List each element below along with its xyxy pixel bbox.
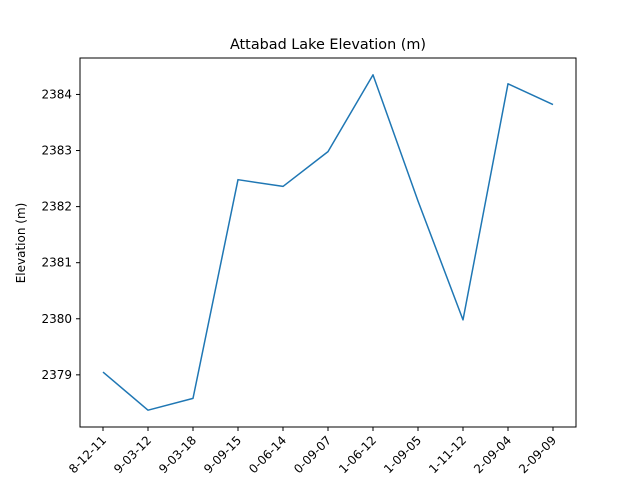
y-tick-label: 2382 xyxy=(41,200,72,214)
x-tick-label: 1-11-12 xyxy=(426,433,469,476)
y-axis-label: Elevation (m) xyxy=(14,203,28,284)
x-tick-label: 2-09-04 xyxy=(471,433,514,476)
x-tick-label: 0-06-14 xyxy=(246,433,289,476)
x-tick-label: 9-03-12 xyxy=(111,433,154,476)
x-tick-label: 9-09-15 xyxy=(201,433,244,476)
x-tick-label: 1-06-12 xyxy=(336,433,379,476)
series-group xyxy=(102,74,554,411)
chart-title: Attabad Lake Elevation (m) xyxy=(230,37,426,53)
y-tick-label: 2384 xyxy=(41,87,72,101)
x-tick-label: 0-09-07 xyxy=(291,433,334,476)
plot-area-frame xyxy=(79,57,577,428)
y-tick-label: 2383 xyxy=(41,144,72,158)
x-tick-label: 9-03-18 xyxy=(156,433,199,476)
x-tick-label: 2-09-09 xyxy=(516,433,559,476)
series-line xyxy=(102,74,554,411)
x-axis-ticks: 8-12-11 9-03-12 9-03-18 9-09-15 0-06-14 0-09-… xyxy=(66,427,559,476)
x-tick-label: 1-09-05 xyxy=(381,433,424,476)
x-tick-label: 8-12-11 xyxy=(66,433,109,476)
y-tick-label: 2380 xyxy=(41,312,72,326)
y-tick-label: 2381 xyxy=(41,256,72,270)
y-axis-ticks: 2379 2380 2381 2382 2383 2384 xyxy=(41,87,80,382)
y-tick-label: 2379 xyxy=(41,368,72,382)
